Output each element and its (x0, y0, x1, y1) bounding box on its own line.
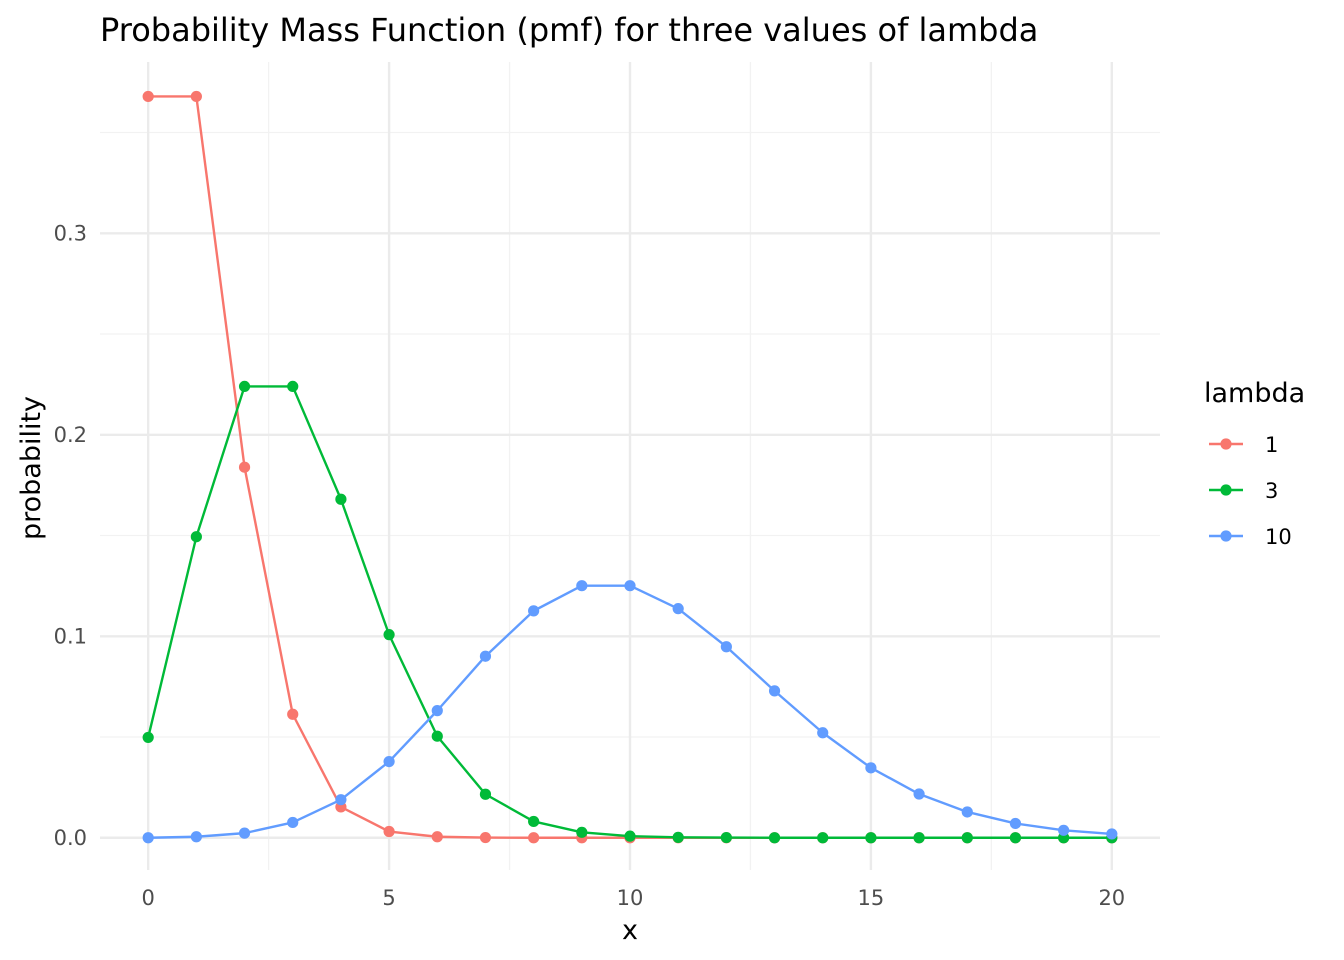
data-point (431, 705, 443, 717)
x-tick-label: 20 (1098, 886, 1125, 910)
data-point (287, 708, 299, 720)
data-point (672, 603, 684, 615)
data-point (190, 531, 202, 543)
series-layer (142, 90, 1118, 844)
legend-label: 10 (1265, 525, 1292, 549)
data-point (335, 493, 347, 505)
data-point (190, 831, 202, 843)
data-point (431, 831, 443, 843)
x-tick-label: 0 (141, 886, 154, 910)
data-point (913, 832, 925, 844)
data-point (238, 461, 251, 473)
data-point (479, 831, 492, 844)
data-point (624, 580, 636, 592)
y-axis-title: probability (16, 396, 47, 540)
legend-items: 1 3 10 (1209, 433, 1292, 549)
data-point (817, 727, 829, 739)
data-point (383, 825, 395, 838)
data-point (528, 815, 540, 828)
data-point (142, 832, 154, 844)
data-point (335, 794, 347, 806)
data-point (1106, 828, 1118, 840)
data-point (1009, 832, 1022, 844)
data-point (576, 826, 588, 838)
data-point (479, 650, 492, 662)
legend-label: 1 (1265, 433, 1278, 457)
data-point (961, 832, 973, 844)
data-point (817, 832, 829, 844)
x-tick-label: 10 (617, 886, 644, 910)
grid (100, 62, 1160, 870)
legend-key-point (1220, 484, 1232, 496)
legend-title: lambda (1204, 378, 1305, 409)
x-tick-label: 15 (858, 886, 885, 910)
data-point (431, 730, 443, 742)
data-point (865, 762, 877, 774)
y-tick-label: 0.2 (54, 423, 87, 447)
x-tick-labels: 0 5 10 15 20 (141, 886, 1125, 910)
data-point (238, 827, 251, 839)
data-point (768, 685, 781, 697)
x-tick-label: 5 (382, 886, 395, 910)
legend-key-point (1220, 438, 1232, 450)
data-point (383, 755, 395, 768)
data-point (142, 90, 154, 103)
y-tick-labels: 0.0 0.1 0.2 0.3 (54, 221, 87, 849)
data-point (624, 830, 636, 842)
series-lambda-10 (142, 580, 1118, 844)
legend-item: 10 (1209, 525, 1292, 549)
data-point (672, 831, 684, 843)
x-axis-title: x (622, 915, 638, 946)
data-point (190, 90, 202, 103)
data-point (528, 605, 540, 617)
data-point (238, 380, 251, 393)
y-tick-label: 0.3 (54, 221, 87, 245)
legend: lambda 1 3 10 (1204, 378, 1305, 549)
data-point (768, 832, 781, 844)
data-point (479, 788, 492, 800)
legend-key-point (1220, 530, 1232, 542)
legend-label: 3 (1265, 479, 1278, 503)
y-tick-label: 0.0 (54, 826, 87, 850)
data-point (383, 629, 395, 641)
data-point (287, 816, 299, 829)
data-point (287, 380, 299, 393)
legend-item: 3 (1209, 479, 1278, 503)
data-point (913, 788, 925, 800)
data-point (720, 831, 732, 844)
data-point (528, 832, 540, 844)
chart-title: Probability Mass Function (pmf) for thre… (100, 11, 1038, 49)
data-point (1009, 817, 1022, 830)
data-point (142, 731, 154, 744)
data-point (720, 641, 732, 653)
y-tick-label: 0.1 (54, 624, 87, 648)
data-point (576, 580, 588, 592)
legend-item: 1 (1209, 433, 1278, 457)
data-point (1058, 824, 1070, 836)
data-point (865, 832, 877, 844)
data-point (961, 806, 973, 818)
